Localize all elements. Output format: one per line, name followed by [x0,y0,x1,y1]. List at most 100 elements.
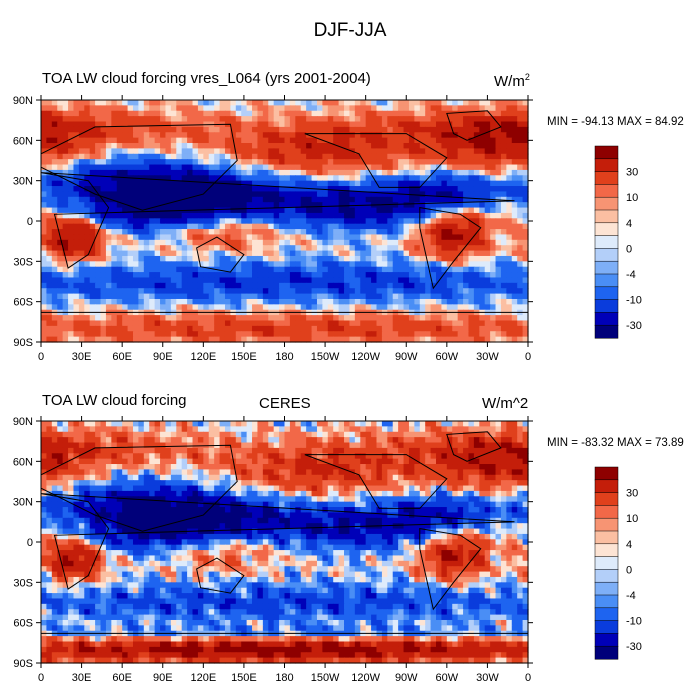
map-cell [333,153,340,160]
map-cell [414,453,421,460]
map-cell [246,431,253,438]
map-cell [149,272,156,279]
map-cell [381,186,388,193]
map-cell [51,298,58,305]
map-cell [187,261,194,268]
map-cell [68,132,75,139]
map-cell [506,202,513,209]
map-cell [127,266,134,273]
map-cell [122,186,129,193]
map-cell [392,272,399,279]
map-cell [457,126,464,133]
map-cell [203,272,210,279]
map-cell [235,234,242,241]
map-cell [311,315,318,322]
map-cell [149,100,156,106]
map-cell [306,212,313,219]
map-cell [403,223,410,230]
map-cell [300,458,307,465]
map-cell [387,223,394,230]
map-cell [327,148,334,155]
map-cell [446,320,453,327]
map-cell [468,239,475,246]
map-cell [41,288,48,295]
map-cell [463,458,470,465]
map-cell [495,298,502,305]
map-cell [262,169,269,176]
map-cell [95,325,102,332]
map-cell [371,447,378,454]
map-cell [57,126,64,133]
map-cell [473,164,480,171]
map-cell [122,442,129,449]
map-cell [154,266,161,273]
map-cell [517,186,524,193]
map-cell [235,320,242,327]
map-cell [273,304,280,311]
map-cell [246,293,253,300]
map-cell [100,169,107,176]
map-cell [403,143,410,149]
map-cell [387,320,394,327]
map-cell [116,272,123,279]
map-cell [170,442,177,449]
map-cell [51,464,58,470]
map-cell [344,234,351,241]
map-cell [241,447,248,454]
map-cell [327,100,334,106]
map-cell [436,336,443,343]
map-cell [446,325,453,332]
map-cell [338,277,345,284]
map-cell [387,116,394,123]
map-cell [430,282,437,289]
map-cell [441,218,448,225]
map-cell [111,453,118,460]
map-cell [132,229,139,236]
map-cell [192,153,199,160]
map-cell [132,469,139,476]
map-cell [452,180,459,187]
map-cell [73,464,80,470]
map-cell [506,164,513,171]
map-cell [203,431,210,438]
map-cell [132,277,139,284]
map-cell [89,447,96,454]
map-cell [160,282,167,289]
map-cell [279,218,286,225]
map-cell [149,315,156,322]
map-cell [149,250,156,257]
map-cell [181,272,188,279]
map-cell [143,121,150,128]
map-cell [208,223,215,230]
map-cell [300,143,307,149]
map-cell [311,453,318,460]
map-cell [268,442,275,449]
map-cell [95,196,102,203]
map-cell [479,447,486,454]
map-cell [522,202,529,209]
map-cell [68,169,75,176]
map-cell [414,159,421,166]
map-cell [495,458,502,465]
map-cell [154,186,161,193]
map-cell [398,458,405,465]
map-cell [479,331,486,338]
map-cell [257,315,264,322]
map-cell [51,437,58,444]
map-cell [257,331,264,338]
map-cell [273,196,280,203]
map-cell [511,272,518,279]
map-cell [143,126,150,133]
map-cell [78,336,85,343]
map-cell [484,234,491,241]
map-cell [311,464,318,470]
map-cell [333,169,340,176]
map-cell [68,186,75,193]
map-cell [338,453,345,460]
map-cell [522,458,529,465]
map-cell [187,453,194,460]
map-cell [84,293,91,300]
map-cell [219,426,226,433]
map-cell [517,250,524,257]
map-cell [311,180,318,187]
